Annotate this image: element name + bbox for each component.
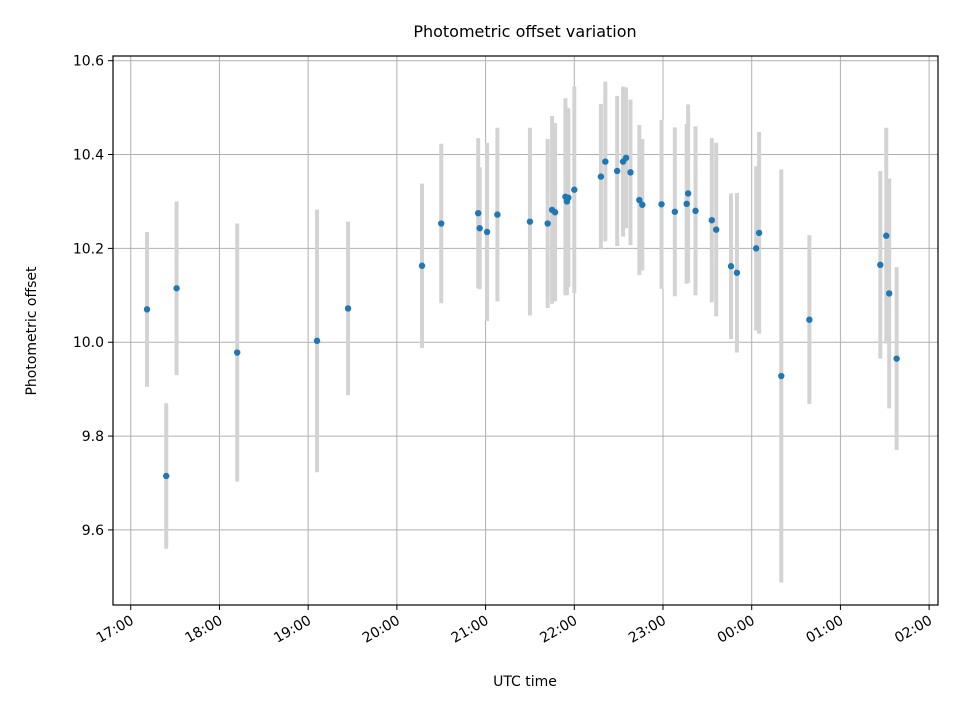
data-point	[163, 472, 170, 480]
data-point	[313, 337, 321, 345]
y-tick-label: 10.0	[73, 335, 104, 351]
data-point	[708, 217, 715, 224]
x-tick-label: 02:00	[892, 613, 935, 647]
data-point	[886, 290, 893, 297]
data-point	[752, 245, 760, 252]
x-tick-label: 19:00	[271, 613, 314, 647]
data-point	[727, 263, 735, 270]
data-point	[671, 208, 679, 215]
data-point	[755, 229, 763, 237]
data-point	[526, 218, 534, 225]
data-point	[627, 169, 634, 176]
data-point	[877, 261, 884, 269]
data-point	[613, 167, 621, 175]
data-point	[893, 355, 900, 362]
data-point	[883, 232, 890, 239]
data-point	[344, 305, 352, 312]
data-point	[476, 225, 483, 232]
data-point	[658, 201, 665, 208]
data-point	[233, 349, 241, 356]
data-point	[494, 211, 501, 218]
data-point	[551, 209, 559, 216]
x-tick-label: 22:00	[537, 613, 580, 647]
data-point	[143, 306, 151, 313]
data-point	[597, 173, 605, 180]
x-tick-label: 21:00	[449, 613, 492, 647]
data-point	[483, 228, 491, 236]
data-point	[602, 158, 609, 165]
data-point	[713, 226, 720, 233]
x-tick-label: 23:00	[626, 613, 669, 647]
chart-title: Photometric offset variation	[413, 22, 637, 41]
y-tick-label: 9.8	[82, 429, 104, 445]
data-point	[571, 186, 578, 193]
x-axis-label: UTC time	[493, 674, 557, 690]
plot-frame	[112, 55, 939, 606]
data-point	[683, 200, 690, 208]
x-tick-label: 20:00	[360, 613, 403, 647]
data-point	[173, 285, 180, 292]
x-tick-label: 17:00	[94, 613, 137, 647]
y-tick-label: 10.2	[73, 241, 104, 257]
data-point	[733, 269, 741, 276]
data-point	[474, 209, 482, 217]
data-point	[622, 154, 630, 162]
data-point	[418, 262, 426, 269]
x-tick-label: 00:00	[715, 613, 758, 647]
data-point	[806, 316, 813, 323]
data-point	[778, 372, 785, 380]
data-point	[544, 220, 551, 227]
x-tick-label: 18:00	[182, 613, 225, 647]
y-tick-label: 10.6	[73, 54, 104, 70]
y-tick-label: 10.4	[73, 148, 104, 164]
y-axis-label: Photometric offset	[24, 266, 40, 396]
data-point	[684, 190, 692, 197]
data-point	[692, 207, 699, 215]
data-point	[639, 201, 646, 208]
y-tick-label: 9.6	[82, 523, 104, 539]
data-point	[438, 220, 445, 227]
x-tick-label: 01:00	[803, 613, 846, 647]
data-point	[636, 196, 643, 204]
data-point	[565, 194, 572, 201]
